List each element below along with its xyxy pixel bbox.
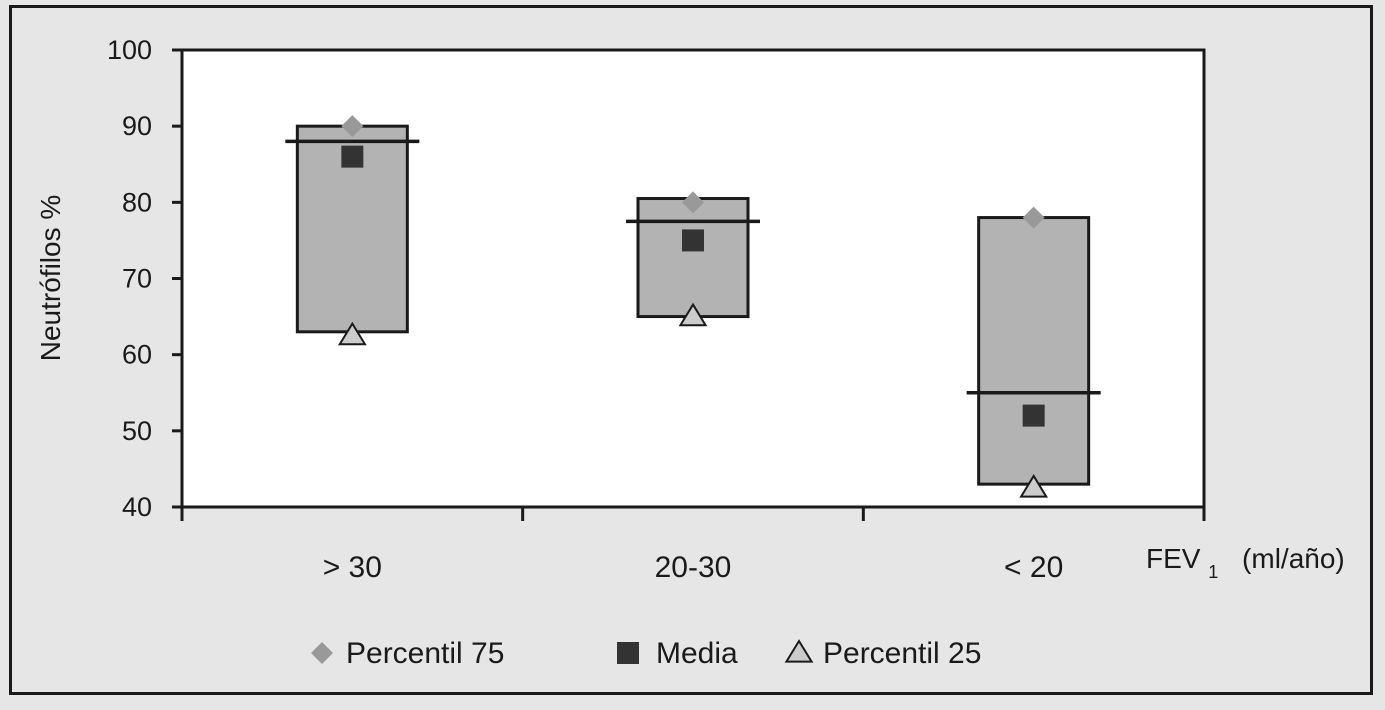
media-point	[1022, 404, 1045, 427]
percentil75-point	[1022, 206, 1045, 229]
y-axis-title: Neutrófilos %	[35, 195, 66, 362]
legend: Percentil 75 Media Percentil 25	[311, 637, 981, 670]
y-tick-label: 80	[122, 187, 152, 217]
x-axis-title-unit: (ml/año)	[1242, 543, 1345, 574]
legend-media-marker	[617, 642, 639, 664]
plot-layer	[180, 48, 1206, 509]
x-axis-title-subscript: 1	[1208, 562, 1218, 582]
x-category-label: 20-30	[655, 551, 732, 584]
y-tick-label: 60	[122, 340, 152, 370]
x-category-label: < 20	[1004, 551, 1063, 584]
percentil25-point	[1019, 474, 1049, 498]
x-category-label: > 30	[323, 551, 382, 584]
legend-label: Percentil 75	[346, 637, 504, 670]
y-tick-label: 100	[107, 35, 152, 65]
y-tick-label: 70	[122, 264, 152, 294]
percentil75-point	[682, 191, 704, 214]
percentil25-point	[678, 302, 708, 327]
x-axis-title-main: FEV	[1146, 543, 1201, 574]
box	[636, 197, 750, 319]
x-axis-title: FEV 1 (ml/año)	[1146, 543, 1345, 584]
percentil75-point	[341, 115, 364, 138]
y-tick-label: 50	[122, 416, 152, 446]
media-point	[341, 145, 364, 168]
box	[977, 216, 1091, 486]
axis-layer: 40 50 60 70 80 90 100 > 30 20-30 < 20	[107, 35, 1206, 584]
y-tick-label: 40	[122, 492, 152, 522]
legend-percentil25-marker	[784, 639, 814, 663]
percentil25-point	[337, 321, 367, 346]
legend-label: Media	[656, 637, 738, 670]
y-tick-label: 90	[122, 111, 152, 141]
media-point	[682, 229, 704, 252]
legend-label: Percentil 25	[823, 637, 981, 670]
legend-percentil75-marker	[311, 642, 333, 664]
